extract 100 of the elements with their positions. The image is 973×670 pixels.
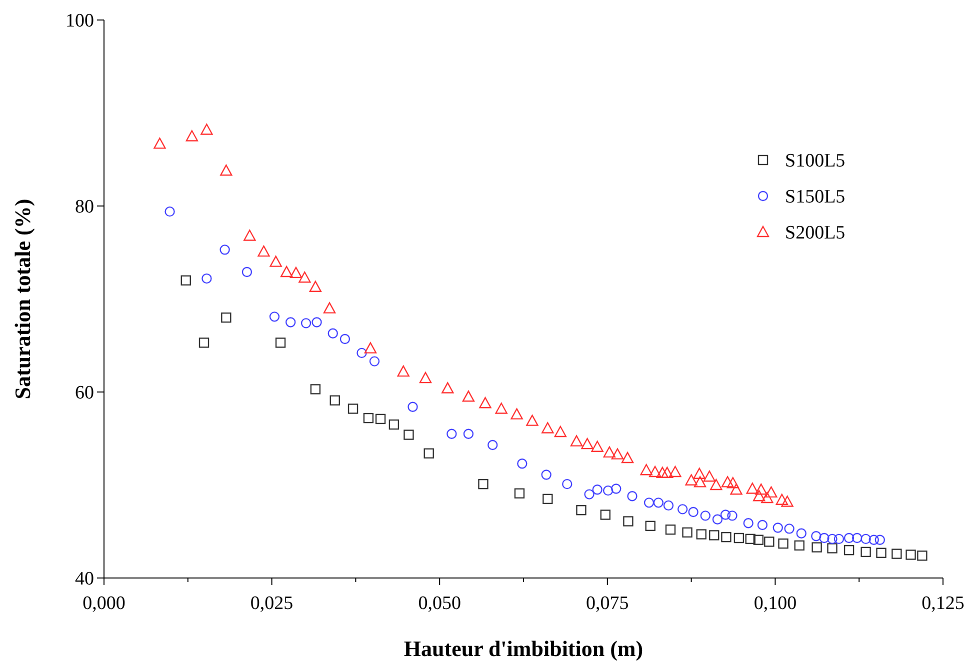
point — [721, 476, 734, 488]
y-axis-title: Saturation totale (%) — [10, 198, 35, 400]
point — [463, 428, 474, 439]
point — [743, 518, 754, 528]
point — [644, 498, 654, 508]
point — [755, 484, 768, 495]
point — [700, 510, 710, 521]
point — [645, 520, 656, 532]
point — [340, 334, 350, 344]
point — [688, 506, 698, 518]
point — [479, 397, 492, 408]
point — [202, 273, 212, 284]
point — [600, 510, 610, 520]
point — [542, 494, 553, 504]
point — [164, 206, 175, 217]
point — [198, 338, 210, 348]
point — [348, 404, 358, 414]
y-tick-label: 100 — [66, 10, 94, 32]
point — [488, 440, 498, 450]
point — [221, 312, 232, 323]
point — [570, 435, 583, 446]
point — [180, 275, 191, 286]
legend-label: S150L5 — [785, 186, 846, 208]
y-tick-label: 60 — [75, 382, 94, 404]
point — [611, 448, 624, 460]
point — [827, 543, 838, 554]
point — [712, 514, 723, 525]
point — [375, 414, 386, 424]
y-tick-label: 40 — [75, 568, 94, 590]
point — [603, 446, 616, 458]
point — [623, 516, 634, 526]
point — [514, 488, 525, 498]
point — [323, 302, 336, 314]
point — [364, 342, 377, 354]
point — [703, 470, 716, 482]
point — [330, 395, 340, 406]
point — [269, 312, 280, 322]
point — [746, 482, 758, 494]
point — [611, 484, 622, 494]
point — [419, 372, 432, 384]
point — [510, 408, 523, 420]
x-tick-label: 0,000 — [82, 593, 126, 614]
point — [827, 534, 838, 544]
point — [285, 317, 296, 328]
point — [186, 130, 198, 142]
point — [495, 402, 508, 414]
point — [745, 534, 756, 544]
point — [328, 328, 338, 339]
point — [669, 466, 682, 478]
point — [653, 498, 664, 508]
point — [734, 532, 744, 544]
point — [844, 532, 854, 544]
point — [844, 545, 854, 556]
point — [906, 550, 916, 560]
x-tick-label: 0,125 — [922, 593, 964, 614]
point — [874, 534, 886, 545]
point — [696, 529, 706, 540]
point — [554, 426, 567, 438]
point — [811, 531, 822, 542]
point — [424, 448, 434, 458]
point — [781, 496, 794, 507]
point — [661, 466, 674, 478]
point — [772, 522, 783, 533]
x-tick-label: 0,075 — [586, 593, 629, 614]
legend-label: S100L5 — [785, 150, 846, 172]
point — [309, 280, 322, 292]
point — [242, 266, 252, 278]
point — [663, 500, 674, 511]
point — [710, 478, 722, 490]
point — [298, 272, 311, 283]
point — [356, 348, 367, 358]
x-tick-label: 0,050 — [418, 593, 461, 614]
point — [648, 466, 662, 478]
point — [562, 478, 572, 490]
point — [812, 542, 822, 552]
point — [258, 245, 270, 257]
point — [404, 430, 414, 440]
point — [682, 527, 692, 538]
point — [270, 256, 282, 267]
y-tick-label: 80 — [75, 196, 94, 218]
point — [834, 534, 844, 544]
point — [765, 486, 778, 498]
point — [397, 365, 410, 377]
point — [892, 548, 902, 559]
point — [852, 532, 862, 544]
point — [778, 538, 788, 549]
point — [154, 138, 166, 149]
point — [621, 452, 634, 464]
point — [677, 504, 688, 514]
point — [860, 546, 871, 558]
point — [541, 470, 552, 480]
point — [220, 164, 232, 176]
point — [446, 428, 457, 439]
point — [312, 317, 322, 328]
point — [720, 510, 731, 520]
point — [753, 534, 764, 545]
x-tick-label: 0,025 — [250, 593, 294, 614]
point — [408, 402, 418, 412]
point — [478, 478, 488, 490]
point — [220, 244, 230, 255]
